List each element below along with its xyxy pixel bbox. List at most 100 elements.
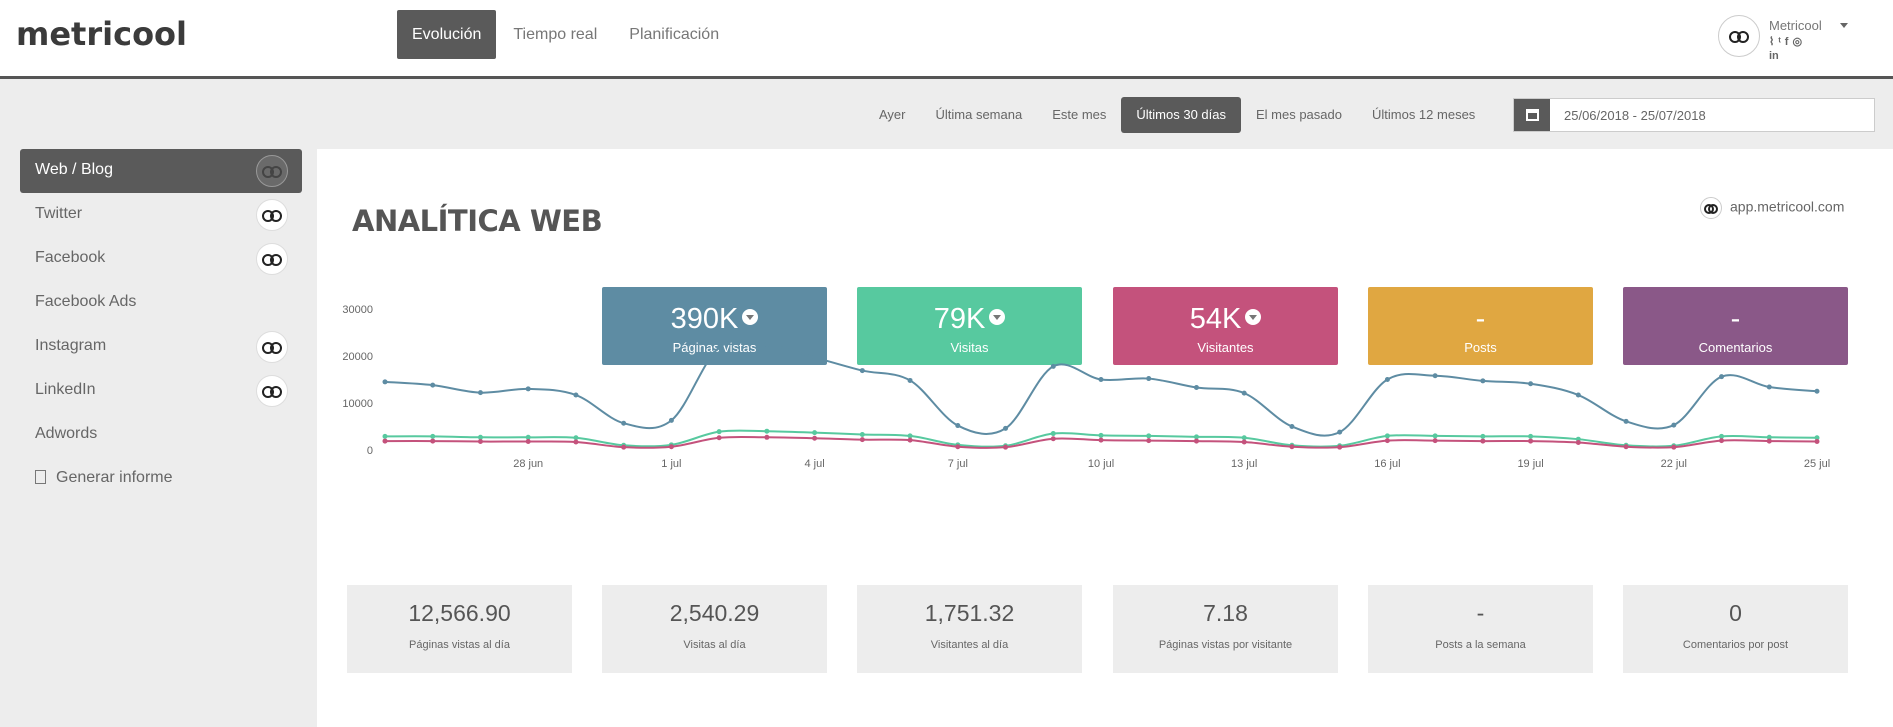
data-point[interactable]: [668, 444, 674, 450]
data-point[interactable]: [1098, 437, 1104, 443]
data-point[interactable]: [573, 392, 579, 398]
data-point[interactable]: [955, 423, 961, 429]
data-point[interactable]: [1241, 435, 1247, 441]
data-point[interactable]: [812, 435, 818, 441]
download-icon[interactable]: [989, 309, 1006, 325]
data-point[interactable]: [1528, 381, 1534, 387]
data-point[interactable]: [621, 444, 627, 450]
filter-ultimos-12-meses[interactable]: Últimos 12 meses: [1371, 107, 1476, 122]
date-range-input[interactable]: [1550, 99, 1874, 131]
data-point[interactable]: [1671, 422, 1677, 428]
data-point[interactable]: [764, 342, 770, 348]
filter-ayer[interactable]: Ayer: [879, 107, 906, 122]
site-link[interactable]: app.metricool.com: [1700, 197, 1844, 219]
data-point[interactable]: [1193, 384, 1199, 390]
data-point[interactable]: [812, 430, 818, 436]
data-point[interactable]: [477, 390, 483, 396]
data-point[interactable]: [477, 439, 483, 445]
data-point[interactable]: [955, 444, 961, 450]
data-point[interactable]: [859, 437, 865, 443]
data-point[interactable]: [525, 439, 531, 445]
account-menu[interactable]: Metricool ⌇ ᵗ f ◎ in: [1718, 14, 1888, 64]
data-point[interactable]: [1480, 433, 1486, 439]
sidebar-item-facebook[interactable]: Facebook: [20, 237, 302, 281]
filter-mes-pasado[interactable]: El mes pasado: [1255, 107, 1342, 122]
data-point[interactable]: [1575, 392, 1581, 398]
data-point[interactable]: [1432, 438, 1438, 444]
data-point[interactable]: [1814, 439, 1820, 445]
data-point[interactable]: [764, 434, 770, 440]
data-point[interactable]: [1003, 444, 1009, 450]
generate-report-button[interactable]: Generar informe: [20, 457, 302, 501]
tab-planificacion[interactable]: Planificación: [629, 26, 720, 43]
date-range-picker[interactable]: [1513, 98, 1875, 132]
data-point[interactable]: [1146, 433, 1152, 439]
data-point[interactable]: [716, 435, 722, 441]
data-point[interactable]: [525, 434, 531, 440]
data-point[interactable]: [1480, 378, 1486, 384]
data-point[interactable]: [382, 433, 388, 439]
data-point[interactable]: [716, 429, 722, 435]
data-point[interactable]: [859, 368, 865, 374]
data-point[interactable]: [1814, 388, 1820, 394]
data-point[interactable]: [1432, 373, 1438, 379]
data-point[interactable]: [430, 438, 436, 444]
data-point[interactable]: [1528, 433, 1534, 439]
data-point[interactable]: [1766, 438, 1772, 444]
data-point[interactable]: [382, 379, 388, 385]
calendar-icon[interactable]: [1514, 99, 1550, 131]
data-point[interactable]: [1241, 390, 1247, 396]
data-point[interactable]: [907, 433, 913, 439]
metricool-logo[interactable]: metricool: [16, 15, 187, 53]
data-point[interactable]: [716, 345, 722, 351]
sidebar-item-twitter[interactable]: Twitter: [20, 193, 302, 237]
data-point[interactable]: [430, 382, 436, 388]
kpi-visitas[interactable]: 79K Visitas: [857, 287, 1082, 365]
data-point[interactable]: [859, 431, 865, 437]
data-point[interactable]: [1289, 444, 1295, 450]
data-point[interactable]: [525, 386, 531, 392]
data-point[interactable]: [1193, 434, 1199, 440]
kpi-comentarios[interactable]: - Comentarios: [1623, 287, 1848, 365]
data-point[interactable]: [907, 377, 913, 383]
data-point[interactable]: [1528, 438, 1534, 444]
data-point[interactable]: [1623, 444, 1629, 450]
tab-tiempo-real[interactable]: Tiempo real: [513, 26, 598, 43]
data-point[interactable]: [477, 434, 483, 440]
data-point[interactable]: [1575, 439, 1581, 445]
data-point[interactable]: [812, 354, 818, 360]
data-point[interactable]: [1814, 435, 1820, 441]
sidebar-item-web-blog[interactable]: Web / Blog: [20, 149, 302, 193]
sidebar-item-linkedin[interactable]: LinkedIn: [20, 369, 302, 413]
filter-este-mes[interactable]: Este mes: [1052, 107, 1107, 122]
data-point[interactable]: [1480, 438, 1486, 444]
kpi-posts[interactable]: - Posts: [1368, 287, 1593, 365]
data-point[interactable]: [1146, 376, 1152, 382]
data-point[interactable]: [1384, 377, 1390, 382]
filter-ultimos-30-dias[interactable]: Últimos 30 días: [1121, 97, 1241, 133]
data-point[interactable]: [430, 433, 436, 439]
download-icon[interactable]: [742, 309, 759, 325]
download-icon[interactable]: [1245, 309, 1262, 325]
series-line-0[interactable]: [384, 339, 1818, 437]
data-point[interactable]: [1719, 374, 1725, 380]
data-point[interactable]: [1241, 439, 1247, 445]
data-point[interactable]: [1719, 438, 1725, 444]
data-point[interactable]: [621, 420, 627, 426]
data-point[interactable]: [1766, 384, 1772, 390]
data-point[interactable]: [1671, 444, 1677, 450]
data-point[interactable]: [1623, 418, 1629, 424]
data-point[interactable]: [668, 417, 674, 423]
data-point[interactable]: [907, 437, 913, 443]
account-avatar[interactable]: [1718, 15, 1760, 57]
data-point[interactable]: [1384, 438, 1390, 444]
data-point[interactable]: [1193, 438, 1199, 444]
evolution-line-chart[interactable]: 0 10000 20000 30000 28 jun 1 jul 4 jul 7 jul 10 …: [317, 299, 1893, 474]
data-point[interactable]: [1050, 431, 1056, 437]
sidebar-item-adwords[interactable]: Adwords: [20, 413, 302, 457]
data-point[interactable]: [1719, 433, 1725, 439]
data-point[interactable]: [1050, 436, 1056, 442]
data-point[interactable]: [573, 435, 579, 441]
data-point[interactable]: [1098, 432, 1104, 438]
data-point[interactable]: [573, 439, 579, 445]
